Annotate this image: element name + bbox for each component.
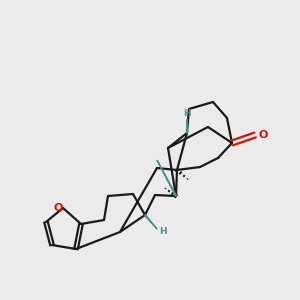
Polygon shape	[187, 119, 188, 133]
Text: H: H	[183, 109, 191, 118]
Text: O: O	[258, 130, 268, 140]
Text: O: O	[53, 203, 63, 213]
Polygon shape	[157, 160, 176, 196]
Text: H: H	[159, 226, 167, 236]
Polygon shape	[145, 215, 157, 229]
